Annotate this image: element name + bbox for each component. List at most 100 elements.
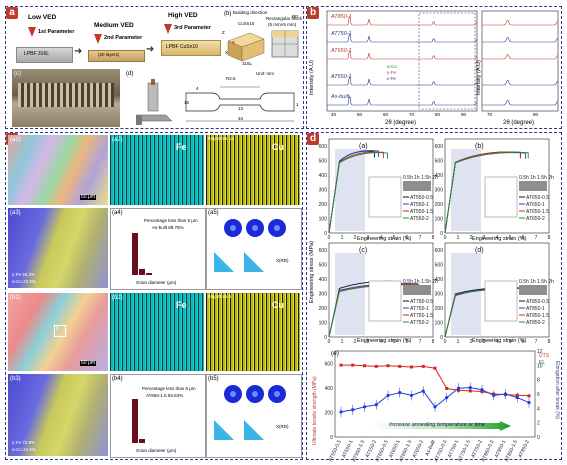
e-legend-uts: UTS — [539, 353, 549, 359]
low-param: 1st Parameter — [38, 29, 75, 35]
fe-map-b2 — [110, 293, 204, 371]
xrd-zoom-xlabel: 2θ (degree) — [503, 120, 535, 126]
tensile-charts: (a)0.5h 1h 1.5h 2hAT550-0.5AT550-1AT550-… — [319, 138, 554, 345]
uts-point-1 — [351, 363, 355, 367]
tensile-ytick-2-6: 600 — [319, 248, 328, 254]
xrd-curve-label-4: As-built — [331, 94, 350, 100]
el-point-6 — [409, 393, 414, 398]
tensile-ytick-2-2: 200 — [319, 306, 328, 312]
pf-xrd-a: X(RD) — [276, 258, 289, 263]
arrow-1: ➜ — [74, 46, 83, 57]
tensile-ytick-2-0: 0 — [324, 335, 327, 341]
panel-c: c (a1) 50 μm (a2) Fe Map Data 12 Cu (a3)… — [5, 132, 303, 460]
e-ytick-right-2: 4 — [537, 406, 540, 412]
legend-text-1-2: AT650-1.5 — [526, 209, 549, 215]
e-ylabel-right: Elongation after break (%) — [554, 361, 560, 420]
hist-b4-bar-0 — [132, 399, 138, 443]
tensile-ytick-0-3: 300 — [319, 188, 328, 194]
el-point-5 — [398, 390, 402, 395]
tensile-ytick-0-1: 100 — [319, 217, 328, 223]
tensile-sub-label-2: (c) — [359, 247, 367, 254]
tensile-ytick-3-2: 200 — [435, 306, 444, 312]
b3-label: (b3) — [10, 376, 21, 382]
laser-icon-1 — [28, 27, 36, 37]
a4-text-1: As-built 89.75% — [152, 225, 184, 230]
el-point-12 — [480, 388, 484, 392]
tensile-ytick-3-6: 600 — [435, 248, 444, 254]
tensile-xtick-1-1: 1 — [457, 235, 460, 241]
fe-label-b: Fe — [176, 300, 187, 310]
d-xlabel-top: Engineering strain (%) — [357, 236, 412, 242]
xrd-curve-1 — [327, 32, 478, 43]
x-axis: X — [225, 50, 229, 55]
legend-text-3-3: AT850-2 — [526, 320, 545, 326]
e-xtick-7: AT650-2 — [412, 439, 425, 459]
block-schematic — [227, 30, 299, 62]
tensile-inset-1 — [484, 176, 518, 218]
fe-label-a: Fe — [176, 142, 187, 152]
tensile-xtick-0-0: 0 — [328, 235, 331, 241]
tensile-xtick-1-6: 6 — [522, 235, 525, 241]
xrd-xlabel: 2θ (degree) — [385, 120, 417, 126]
tensile-inset-2 — [368, 280, 402, 322]
medium-ved-title: Medium VED — [94, 22, 134, 29]
tensile-ytick-1-5: 500 — [435, 159, 444, 165]
el-point-16 — [527, 401, 531, 405]
xrd-curve-2 — [327, 49, 478, 60]
tensile-xtick-1-0: 0 — [444, 235, 447, 241]
legend-text-0-3: AT550-2 — [410, 216, 429, 222]
specimen-3d-icon — [135, 79, 173, 125]
el-point-7 — [421, 389, 425, 393]
tensile-ytick-1-1: 100 — [435, 217, 444, 223]
tensile-ytick-2-1: 100 — [319, 321, 328, 327]
pole-figures-b — [214, 385, 286, 440]
legend-text-3-0: AT850-0.5 — [526, 299, 549, 305]
low-ved-title: Low VED — [28, 14, 57, 21]
uts-el-chart: AT550-0.5AT550-1AT550-1.5AT550-2AT650-0.… — [325, 349, 543, 463]
a5-label: (a5) — [208, 210, 219, 216]
block-medium — [88, 50, 145, 62]
dogbone-drawing — [185, 86, 295, 122]
fe-map-a2 — [110, 135, 204, 205]
cu-map-a2 — [206, 135, 300, 205]
xrd-ylabel: Intensity (A.U) — [309, 60, 315, 95]
high-material: LPBF CuSn10 — [166, 44, 198, 50]
xrd-chart — [326, 10, 559, 112]
medium-note: (20 layers) — [98, 52, 120, 57]
tensile-ytick-2-5: 500 — [319, 263, 328, 269]
dim-4: 4 — [196, 86, 199, 91]
sub-b-label: (b) — [224, 11, 232, 17]
hist-a4-bar-1 — [139, 269, 145, 275]
tensile-ytick-2-4: 400 — [319, 277, 328, 283]
tensile-sub-label-3: (d) — [475, 247, 484, 254]
unit-label: Unit: mm — [256, 71, 274, 76]
medium-param: 2nd Parameter — [104, 35, 143, 41]
high-ved-title: High VED — [168, 12, 198, 19]
tensile-xtick-2-8: 8 — [432, 339, 435, 345]
xrd-curve-4 — [327, 95, 478, 106]
arrow-2: ➜ — [146, 44, 155, 55]
panel-d: d (a) 0.5h 1h 1.5h 2h AT550-0.5 AT550-1 AT55… — [306, 132, 562, 463]
uts-point-0 — [339, 363, 343, 367]
laser-icon-3 — [164, 24, 172, 34]
ii-label: II — [56, 326, 59, 332]
photo-samples — [12, 69, 120, 127]
tensile-xtick-0-8: 8 — [432, 235, 435, 241]
e-ytick-right-1: 2 — [537, 421, 540, 427]
el-point-11 — [468, 385, 472, 390]
tensile-xtick-2-4: 4 — [380, 339, 383, 345]
uts-point-16 — [527, 394, 531, 398]
a4-text-0: Percentage less than 5 μm — [144, 218, 198, 223]
tensile-curve-0-3 — [328, 152, 388, 234]
xrd-zoom-xtick-0: 70 — [487, 112, 493, 117]
tensile-xtick-2-5: 5 — [393, 339, 396, 345]
tensile-xtick-1-5: 5 — [509, 235, 512, 241]
tensile-ytick-1-3: 300 — [435, 188, 444, 194]
bd-label: BD — [292, 14, 299, 19]
e-ytick-left-2: 400 — [325, 386, 334, 392]
tensile-xtick-1-2: 2 — [470, 235, 473, 241]
uts-point-9 — [445, 386, 449, 390]
xrd-xtick-1: 50 — [357, 112, 363, 117]
tensile-ytick-1-0: 0 — [440, 231, 443, 237]
a3-label: (a3) — [10, 210, 21, 216]
